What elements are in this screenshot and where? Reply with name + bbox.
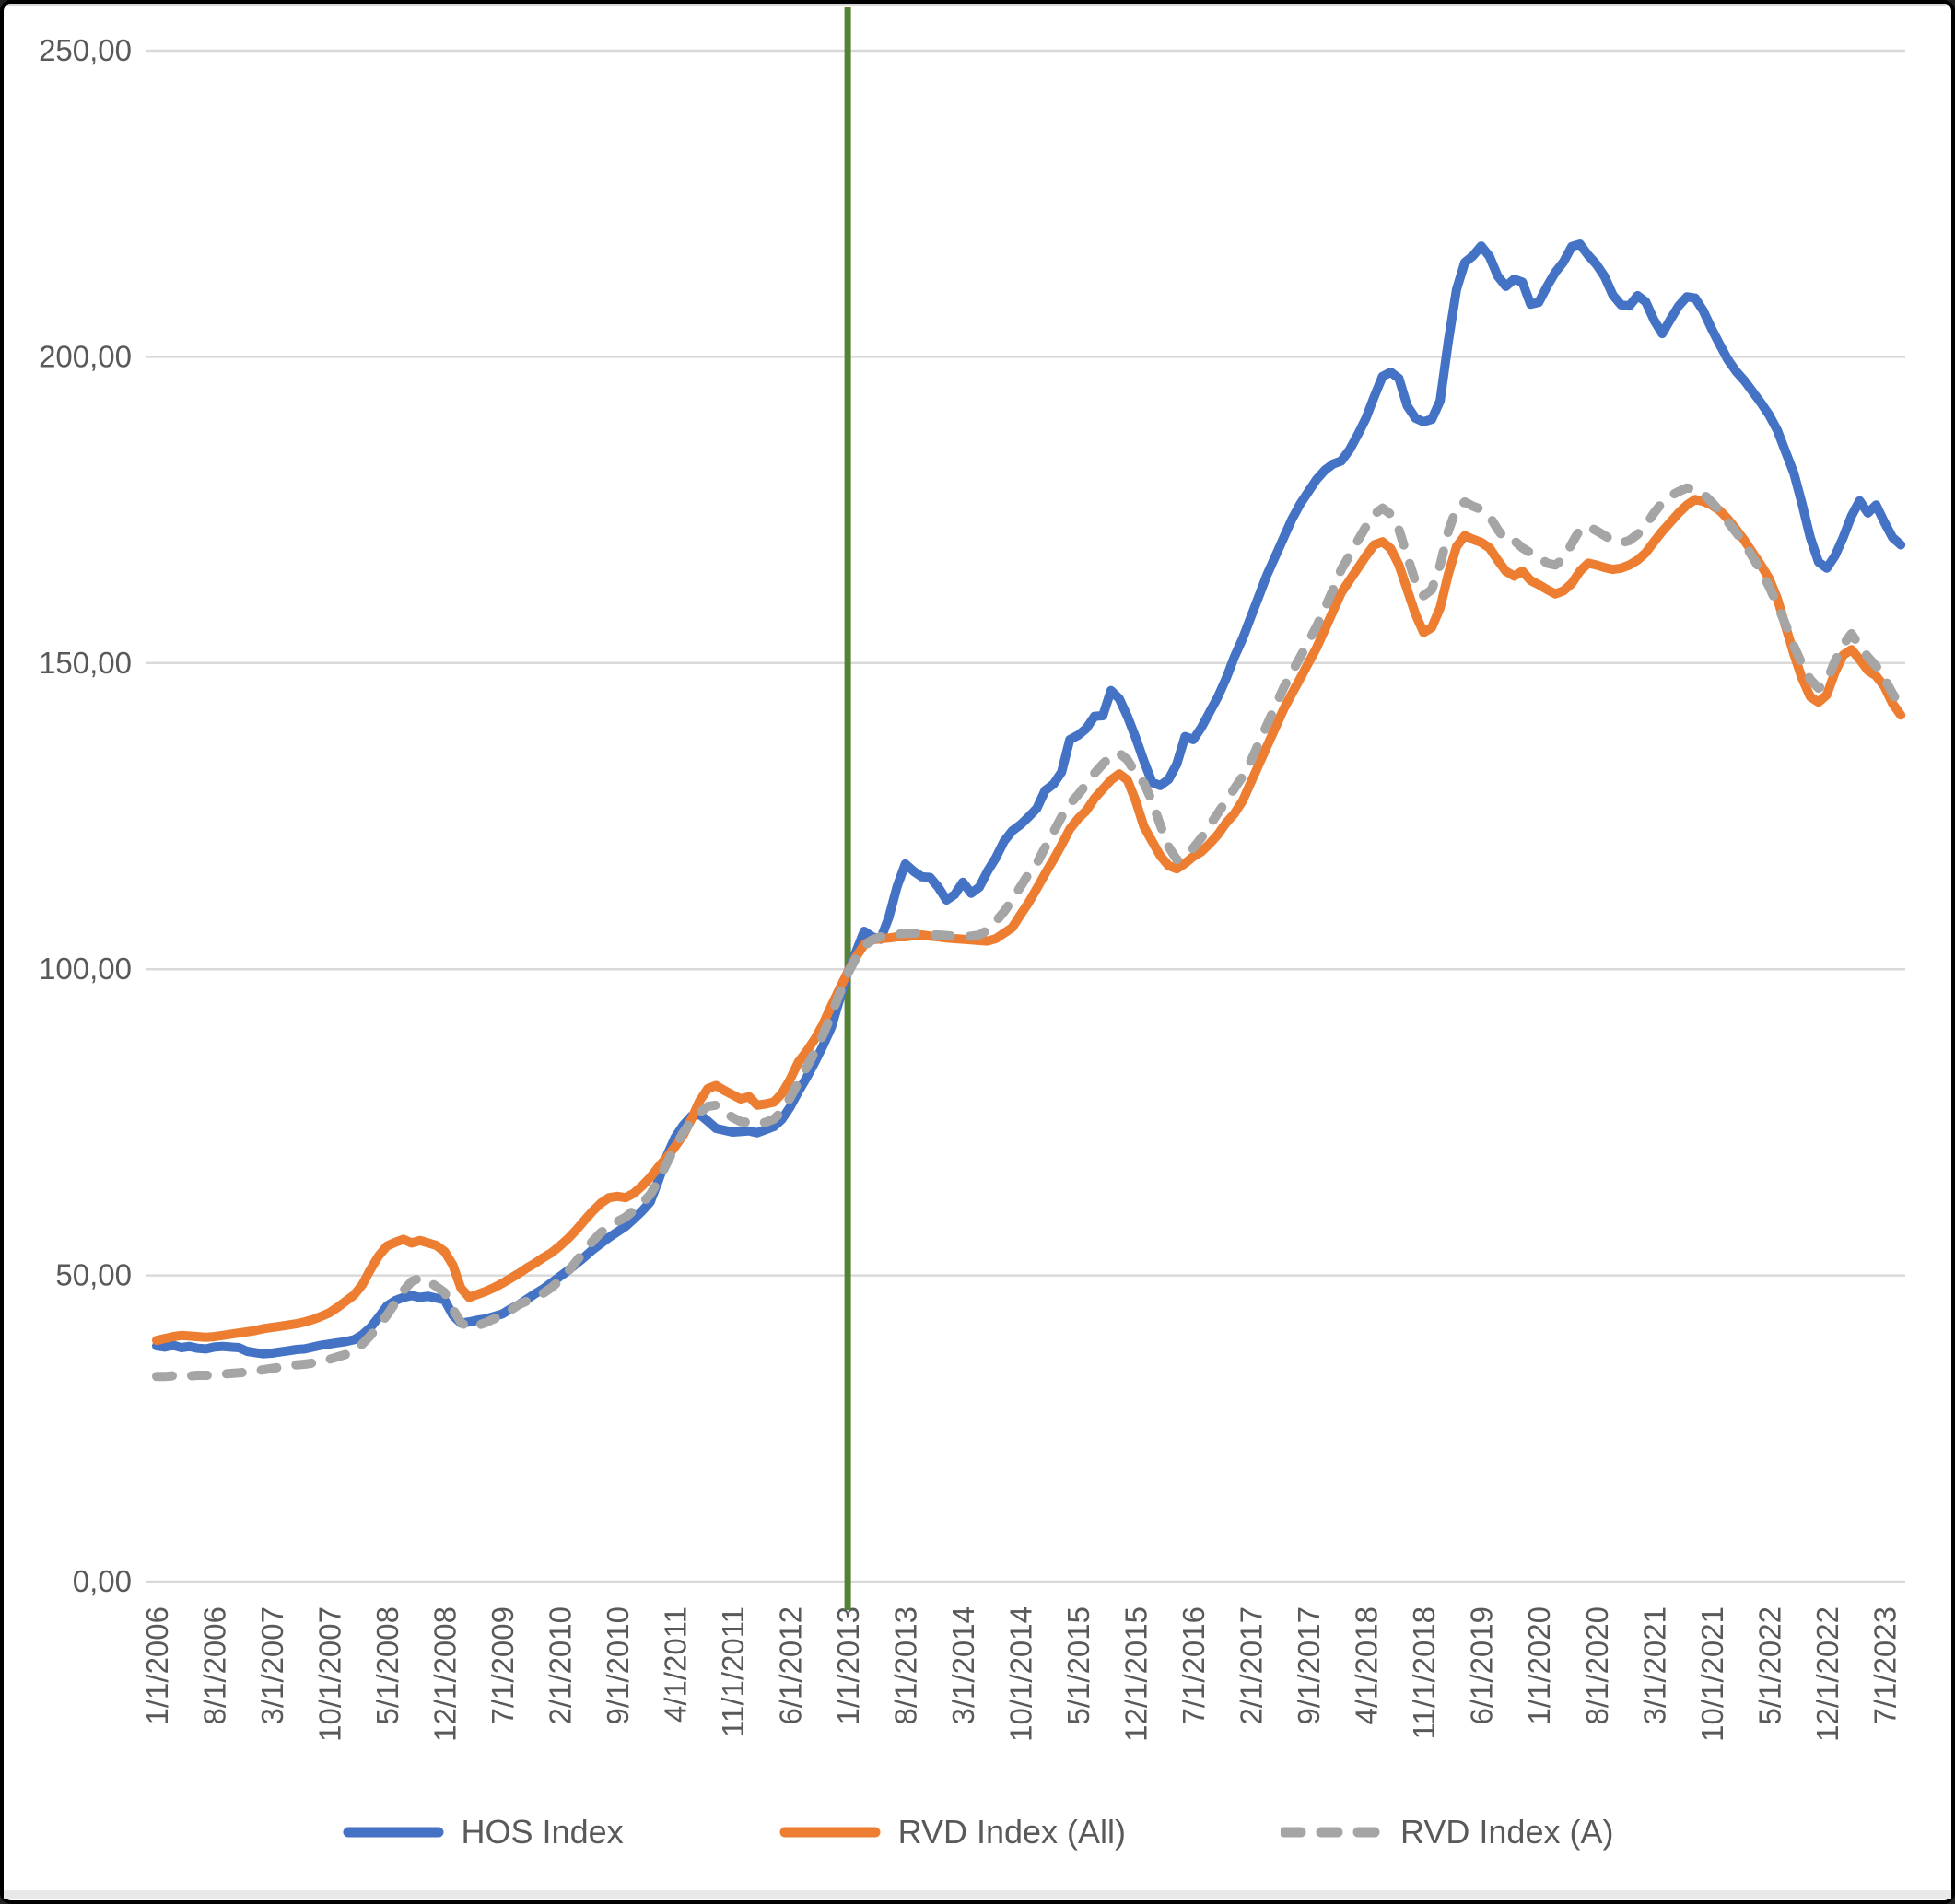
x-axis-tick-label: 5/1/2022 (1752, 1606, 1786, 1724)
legend-label: RVD Index (All) (897, 1813, 1127, 1851)
x-axis-tick-label: 5/1/2008 (370, 1606, 404, 1724)
x-axis-tick-label: 7/1/2009 (486, 1606, 520, 1724)
series-line-rvd-index-all (152, 495, 1906, 1346)
y-axis-tick-label: 0,00 (73, 1564, 132, 1598)
series-line-rvd-index-a (152, 483, 1906, 1382)
series-lines (152, 239, 1906, 1382)
x-axis-tick-label: 1/1/2020 (1522, 1606, 1556, 1724)
legend-item-rvd-index-all: RVD Index (All) (778, 1813, 1126, 1851)
gridlines (146, 49, 1905, 1583)
y-axis-tick-label: 250,00 (39, 33, 132, 67)
x-axis-tick-label: 3/1/2007 (255, 1606, 289, 1724)
x-axis-tick-label: 7/1/2016 (1177, 1606, 1211, 1724)
x-axis-tick-label: 10/1/2007 (313, 1606, 347, 1742)
legend-item-rvd-index-a: RVD Index (A) (1281, 1813, 1613, 1851)
chart-top-border (9, 4, 1946, 6)
bottom-strip (4, 1890, 1951, 1899)
x-axis-tick-label: 12/1/2015 (1119, 1606, 1153, 1742)
x-axis-tick-label: 4/1/2018 (1350, 1606, 1384, 1724)
x-axis-tick-label: 5/1/2015 (1061, 1606, 1095, 1724)
x-axis-tick-label: 4/1/2011 (659, 1606, 693, 1723)
x-axis-tick-label: 8/1/2006 (198, 1606, 232, 1724)
x-axis-labels: 1/1/2006 8/1/2006 3/1/2007 10/1/2007 5/1/200… (140, 1606, 1902, 1742)
x-axis-tick-label: 9/1/2010 (601, 1606, 635, 1724)
y-axis-tick-label: 150,00 (39, 646, 132, 680)
chart-legend: HOS Index RVD Index (All) RVD Index (A) (0, 1813, 1955, 1851)
x-axis-tick-label: 8/1/2013 (889, 1606, 923, 1724)
legend-item-hos-index: HOS Index (342, 1813, 624, 1851)
x-axis-tick-label: 3/1/2021 (1637, 1606, 1671, 1724)
x-axis-tick-label: 12/1/2008 (428, 1606, 462, 1742)
legend-swatch-dashed-icon (1281, 1827, 1385, 1838)
y-axis-labels: 0,00 50,00 100,00 150,00 200,00 250,00 (39, 33, 132, 1598)
x-axis-tick-label: 6/1/2019 (1465, 1606, 1499, 1724)
x-axis-tick-label: 10/1/2021 (1695, 1606, 1729, 1742)
x-axis-tick-label: 1/1/2006 (140, 1606, 174, 1724)
x-axis-tick-label: 2/1/2017 (1235, 1606, 1269, 1724)
legend-swatch-solid-icon (343, 1827, 444, 1838)
x-axis-tick-label: 3/1/2014 (946, 1606, 980, 1724)
y-axis-tick-label: 50,00 (55, 1258, 132, 1292)
x-axis-tick-label: 9/1/2017 (1292, 1606, 1326, 1724)
x-axis-tick-label: 8/1/2020 (1580, 1606, 1614, 1724)
x-axis-tick-label: 10/1/2014 (1004, 1606, 1038, 1742)
x-axis-tick-label: 6/1/2012 (774, 1606, 808, 1724)
legend-label: HOS Index (461, 1813, 624, 1851)
x-axis-tick-label: 7/1/2023 (1867, 1606, 1902, 1724)
x-axis-tick-label: 2/1/2010 (544, 1606, 578, 1724)
y-axis-tick-label: 200,00 (39, 339, 132, 373)
x-axis-tick-label: 11/1/2011 (716, 1606, 750, 1737)
x-axis-tick-label: 11/1/2018 (1407, 1606, 1441, 1739)
y-axis-tick-label: 100,00 (39, 952, 132, 986)
legend-swatch-solid-icon (779, 1827, 881, 1838)
series-line-hos-index (152, 239, 1906, 1359)
chart-background (4, 4, 1951, 1900)
x-axis-tick-label: 1/1/2013 (831, 1606, 865, 1724)
legend-label: RVD Index (A) (1400, 1813, 1614, 1851)
x-axis-tick-label: 12/1/2022 (1810, 1606, 1844, 1742)
